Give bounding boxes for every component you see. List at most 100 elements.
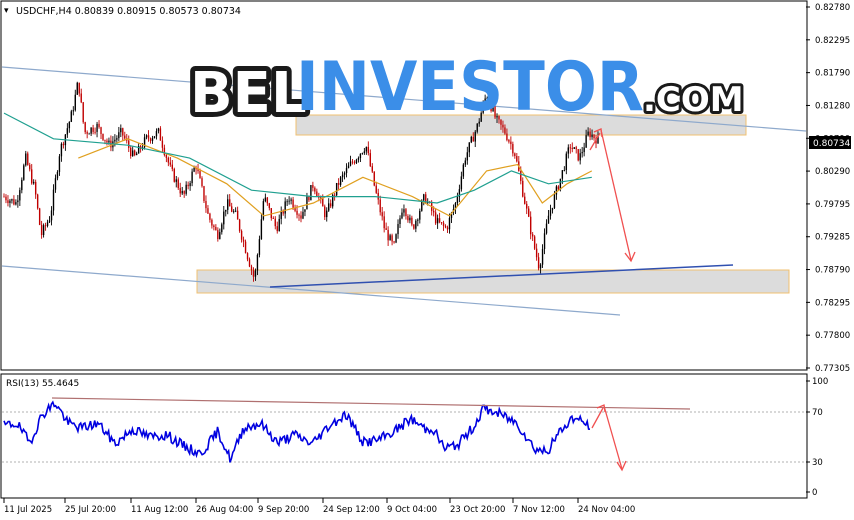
candle-body: [573, 147, 575, 149]
candle-body: [555, 186, 558, 195]
candle-body: [316, 191, 318, 197]
candle-body: [106, 140, 108, 143]
candle-body: [371, 166, 373, 172]
candle-body: [114, 139, 116, 142]
candle-body: [197, 169, 199, 172]
price-tick-label: 0.81790: [815, 69, 850, 79]
candle-body: [100, 127, 102, 134]
time-tick-label: 7 Nov 12:00: [513, 505, 565, 515]
candle-body: [151, 138, 154, 141]
candle-body: [571, 147, 573, 149]
candle-body: [339, 177, 342, 185]
candle-body: [54, 178, 57, 190]
candle-body: [42, 225, 45, 236]
candle-body: [116, 138, 118, 140]
candle-body: [17, 200, 19, 203]
candle-body: [365, 146, 368, 152]
support-zone: [196, 269, 790, 294]
candle-body: [33, 181, 35, 184]
candle-body: [395, 234, 397, 243]
candle-body: [195, 167, 197, 170]
rsi-resistance-line: [51, 397, 691, 410]
candle-body: [128, 140, 130, 148]
candle-body: [470, 136, 472, 143]
watermark-part-investor: INVESTOR: [296, 48, 644, 127]
candle-body: [516, 156, 518, 162]
candle-body: [98, 123, 100, 128]
candle-body: [413, 224, 415, 229]
time-tick-label: 9 Oct 04:00: [387, 505, 437, 515]
candle-body: [191, 171, 193, 184]
candle-body: [29, 164, 31, 170]
candle-body: [583, 147, 585, 153]
candle-body: [543, 233, 546, 249]
candle-body: [272, 218, 274, 219]
candle-body: [137, 146, 140, 154]
candle-body: [229, 199, 231, 207]
candle-body: [132, 150, 134, 156]
candle-body: [391, 235, 393, 242]
candle-body: [217, 230, 219, 239]
candle-body: [149, 138, 152, 141]
time-tick-label: 24 Sep 12:00: [323, 505, 380, 515]
candle-body: [397, 224, 399, 235]
rsi-forecast-arrows: [591, 404, 627, 472]
candle-body: [547, 215, 550, 224]
resistance-zone: [295, 114, 747, 136]
candle-body: [349, 161, 352, 166]
candle-body: [482, 103, 484, 113]
candle-body: [231, 206, 233, 212]
candle-body: [92, 127, 94, 132]
candle-body: [504, 127, 506, 134]
price-axis: 0.827800.822950.817900.812800.807900.802…: [806, 3, 850, 374]
candle-body: [62, 143, 65, 146]
candle-body: [278, 218, 280, 232]
rsi-tick-label: 30: [812, 458, 823, 468]
candle-body: [367, 146, 370, 154]
candle-body: [88, 133, 90, 135]
candle-body: [531, 234, 534, 237]
candle-body: [52, 189, 55, 211]
candle-body: [223, 211, 225, 225]
candle-body: [454, 203, 457, 210]
chart-dropdown-arrow[interactable]: ▾: [4, 6, 9, 16]
forecast-arrows: [589, 128, 636, 263]
candle-body: [508, 140, 510, 142]
candle-body: [563, 169, 566, 171]
candle-body: [361, 153, 364, 154]
candle-body: [387, 229, 389, 241]
candle-body: [276, 226, 278, 232]
candle-body: [234, 210, 237, 212]
candle-body: [409, 217, 411, 221]
watermark-part-bel: BEL: [190, 61, 307, 126]
candle-body: [541, 248, 544, 265]
candle-body: [252, 270, 255, 277]
candle-body: [468, 142, 470, 153]
candle-body: [284, 201, 286, 214]
candle-body: [104, 139, 106, 141]
candle-body: [23, 165, 25, 180]
candle-body: [399, 218, 401, 225]
candle-body: [219, 232, 221, 239]
candle-body: [46, 222, 49, 226]
candle-body: [302, 211, 304, 219]
rsi-panel: [0, 373, 808, 499]
candle-body: [50, 210, 53, 221]
candle-body: [341, 174, 344, 178]
candle-body: [480, 112, 482, 122]
candle-body: [359, 153, 362, 159]
candle-body: [393, 241, 395, 243]
candle-body: [225, 209, 227, 212]
candle-body: [331, 194, 334, 207]
time-tick-label: 11 Aug 12:00: [131, 505, 188, 515]
candle-body: [510, 141, 512, 145]
candle-body: [262, 201, 265, 220]
candle-body: [189, 183, 191, 187]
candle-body: [242, 239, 245, 242]
candle-body: [506, 133, 508, 141]
candle-body: [199, 171, 201, 179]
candle-body: [145, 135, 148, 138]
candle-body: [84, 122, 86, 133]
rsi-tick-label: 70: [812, 408, 823, 418]
symbol-line: USDCHF,H4 0.80839 0.80915 0.80573 0.8073…: [16, 6, 241, 17]
